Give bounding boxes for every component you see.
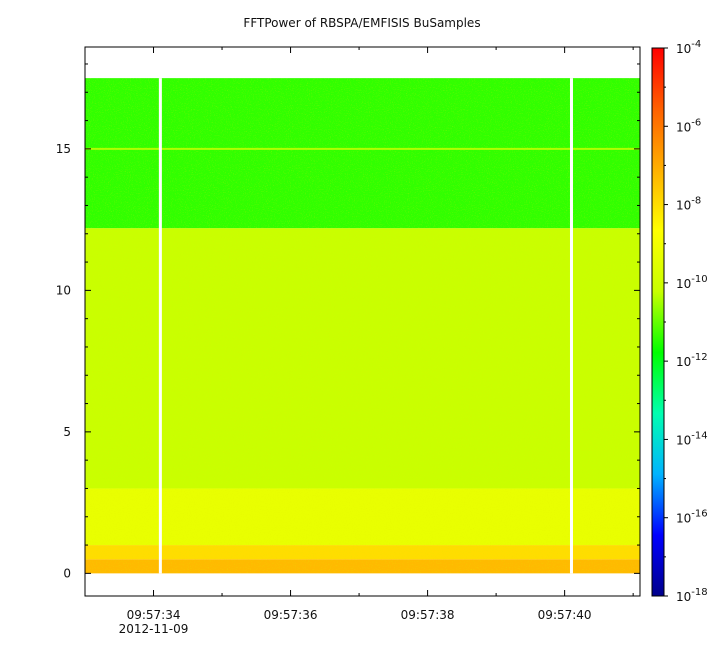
- colorbar-tick-label: 10-14: [676, 430, 708, 447]
- colorbar-tick-label: 10-4: [676, 39, 701, 56]
- data-gap: [569, 78, 573, 574]
- y-tick-label: 0: [63, 566, 71, 580]
- y-tick-label: 10: [56, 283, 71, 297]
- y-tick-label: 5: [63, 425, 71, 439]
- y-tick-label: 15: [56, 142, 71, 156]
- spectrogram-image: [85, 78, 640, 574]
- spectrogram-noise: [85, 78, 640, 574]
- colorbar-tick-label: 10-8: [676, 196, 701, 213]
- x-tick-label: 09:57:34: [127, 608, 181, 622]
- x-tick-label: 09:57:40: [538, 608, 592, 622]
- colorbar: 10-4 10-6 10-8 10-10 10-12 10-14 10-16 10-18: [651, 39, 708, 604]
- colorbar-tick-label: 10-12: [676, 352, 708, 369]
- plot-area: [85, 78, 640, 574]
- plot-frame: [84, 46, 641, 597]
- x-tick-label: 09:57:36: [264, 608, 318, 622]
- colorbar-scale: [651, 47, 665, 597]
- x-date-label: 2012-11-09: [119, 622, 189, 636]
- colorbar-tick-label: 10-18: [676, 587, 708, 604]
- data-gap: [158, 78, 162, 574]
- spectral-line: [85, 147, 640, 150]
- colorbar-tick-label: 10-6: [676, 117, 701, 134]
- colorbar-tick-label: 10-16: [676, 509, 708, 526]
- colorbar-tick-label: 10-10: [676, 274, 708, 291]
- x-tick-label: 09:57:38: [401, 608, 455, 622]
- chart-title: FFTPower of RBSPA/EMFISIS BuSamples: [243, 16, 481, 30]
